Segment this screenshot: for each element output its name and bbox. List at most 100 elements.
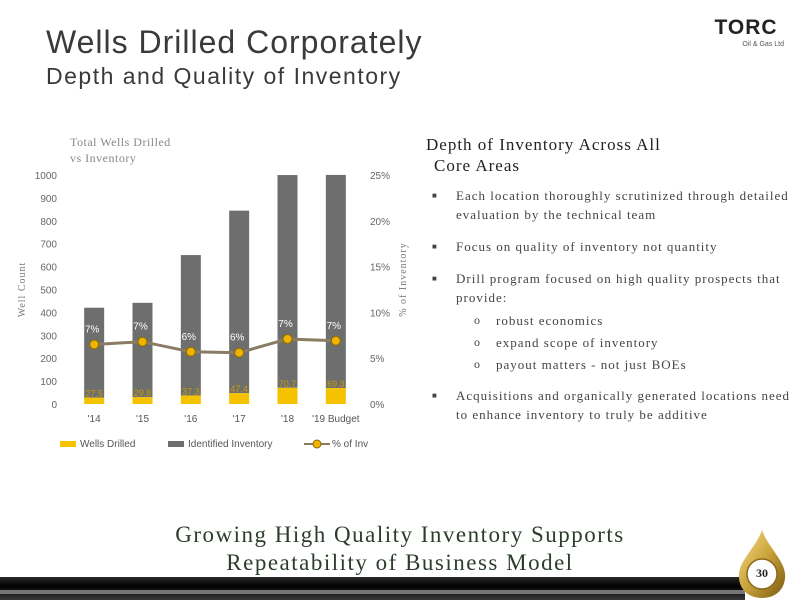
sub-bullet-text: expand scope of inventory: [496, 335, 659, 350]
y-tick-label: 300: [40, 331, 57, 342]
y2-tick-label: 15%: [370, 263, 390, 274]
wells-drilled-bar: [325, 388, 346, 404]
inventory-bar: [277, 175, 298, 388]
y-tick-label: 100: [40, 377, 57, 388]
inventory-bar: [229, 210, 250, 394]
wells-data-label: 37.3: [182, 386, 200, 396]
bullet-text: Drill program focused on high quality pr…: [456, 271, 781, 305]
wells-data-label: 70.7: [279, 379, 297, 389]
y-tick-label: 700: [40, 240, 57, 251]
oil-drop-icon: [738, 530, 786, 598]
square-bullet-icon: ■: [432, 391, 438, 400]
wells-drilled-bar: [229, 393, 250, 404]
y-tick-label: 500: [40, 286, 57, 297]
bullet-item: ■ Focus on quality of inventory not quan…: [432, 237, 792, 256]
square-bullet-icon: ■: [432, 274, 438, 283]
square-bullet-icon: ■: [432, 242, 438, 251]
bullet-item: ■ Acquisitions and organically generated…: [432, 386, 792, 424]
bullet-text: Focus on quality of inventory not quanti…: [456, 239, 718, 254]
legend-label-wells: Wells Drilled: [80, 439, 135, 450]
wells-drilled-bar: [132, 397, 153, 404]
x-tick-label: '18: [281, 414, 294, 425]
legend-label-pct: % of Inv: [332, 439, 368, 450]
legend-swatch-wells: [60, 441, 76, 447]
bullet-text: Acquisitions and organically generated l…: [456, 388, 790, 422]
y-axis-label: Well Count: [17, 262, 28, 318]
bullet-item: ■ Drill program focused on high quality …: [432, 269, 792, 307]
footer-line-1: Growing High Quality Inventory Supports: [175, 522, 625, 547]
x-tick-label: '14: [88, 414, 101, 425]
inventory-bar: [132, 302, 153, 398]
legend-label-inventory: Identified Inventory: [188, 439, 273, 450]
slide-subtitle: Depth and Quality of Inventory: [46, 63, 402, 89]
bullet-text: Each location thoroughly scrutinized thr…: [456, 188, 789, 222]
wells-data-label: 29.8: [134, 388, 152, 398]
square-bullet-icon: ■: [432, 191, 438, 200]
bullet-list: ■ Each location thoroughly scrutinized t…: [432, 186, 792, 424]
bottom-bar: [0, 577, 745, 600]
pct-marker: [89, 339, 100, 350]
legend-swatch-inventory: [168, 441, 184, 447]
logo-subtext: Oil & Gas Ltd: [742, 41, 784, 48]
y-tick-label: 600: [40, 263, 57, 274]
pct-of-inventory-line: [94, 337, 336, 355]
wells-inventory-chart: Total Wells Drilled vs Inventory 0 100 200 30…: [17, 135, 409, 450]
sub-bullet-text: robust economics: [496, 313, 604, 328]
pct-data-label: 7%: [85, 324, 100, 335]
circle-bullet-icon: o: [474, 357, 481, 371]
slide-title: Wells Drilled Corporately: [46, 24, 423, 60]
depth-of-inventory-heading: Depth of Inventory Across All Core Areas: [426, 134, 726, 176]
footer-line-2: Repeatability of Business Model: [226, 550, 574, 575]
sub-bullet-item: o robust economics: [432, 311, 792, 330]
pct-data-label: 6%: [182, 332, 197, 343]
y2-tick-label: 5%: [370, 354, 385, 365]
wells-data-label: 27.5: [85, 389, 103, 399]
y2-axis-label: % of Inventory: [398, 242, 409, 317]
x-tick-label: '19 Budget: [312, 414, 360, 425]
company-logo: TORC Oil & Gas Ltd: [708, 16, 784, 56]
inventory-bar: [84, 307, 105, 398]
logo-name: TORC: [714, 16, 778, 39]
y2-tick-label: 20%: [370, 217, 390, 228]
pct-marker: [330, 335, 341, 346]
heading-line-1: Depth of Inventory Across All: [426, 135, 661, 154]
chart-title: Total Wells Drilled: [70, 135, 171, 149]
inventory-bar: [325, 174, 346, 389]
inventory-bar: [180, 255, 201, 396]
circle-bullet-icon: o: [474, 335, 481, 349]
page-number: 30: [756, 566, 768, 580]
sub-bullet-text: payout matters - not just BOEs: [496, 357, 687, 372]
pct-data-label: 7%: [327, 321, 342, 332]
y2-tick-label: 25%: [370, 171, 390, 182]
bottom-bar-stripe: [0, 590, 745, 594]
y2-tick-label: 0%: [370, 400, 385, 411]
y-tick-label: 1000: [35, 171, 58, 182]
pct-marker: [137, 336, 148, 347]
wells-drilled-bar: [180, 395, 201, 404]
heading-line-2: Core Areas: [434, 156, 521, 175]
x-tick-label: '16: [184, 414, 197, 425]
y-tick-label: 900: [40, 194, 57, 205]
x-tick-label: '15: [136, 414, 149, 425]
y2-tick-label: 10%: [370, 308, 390, 319]
circle-bullet-icon: o: [474, 313, 481, 327]
wells-drilled-bar: [84, 397, 105, 404]
pct-marker: [185, 346, 196, 357]
pct-data-label: 7%: [278, 319, 293, 330]
bullet-item: ■ Each location thoroughly scrutinized t…: [432, 186, 792, 224]
pct-marker: [282, 333, 293, 344]
footer-tagline: Growing High Quality Inventory Supports …: [120, 521, 680, 577]
wells-data-label: 69.3: [327, 379, 345, 389]
pct-data-label: 6%: [230, 333, 245, 344]
pct-data-label: 7%: [133, 322, 148, 333]
sub-bullet-item: o expand scope of inventory: [432, 333, 792, 352]
y-tick-label: 800: [40, 217, 57, 228]
legend-swatch-pct-marker: [312, 439, 322, 449]
x-tick-label: '17: [233, 414, 246, 425]
y-tick-label: 400: [40, 308, 57, 319]
pct-marker: [234, 347, 245, 358]
y-tick-label: 200: [40, 354, 57, 365]
chart-title: vs Inventory: [70, 151, 136, 165]
y-tick-label: 0: [51, 400, 57, 411]
wells-drilled-bar: [277, 387, 298, 404]
